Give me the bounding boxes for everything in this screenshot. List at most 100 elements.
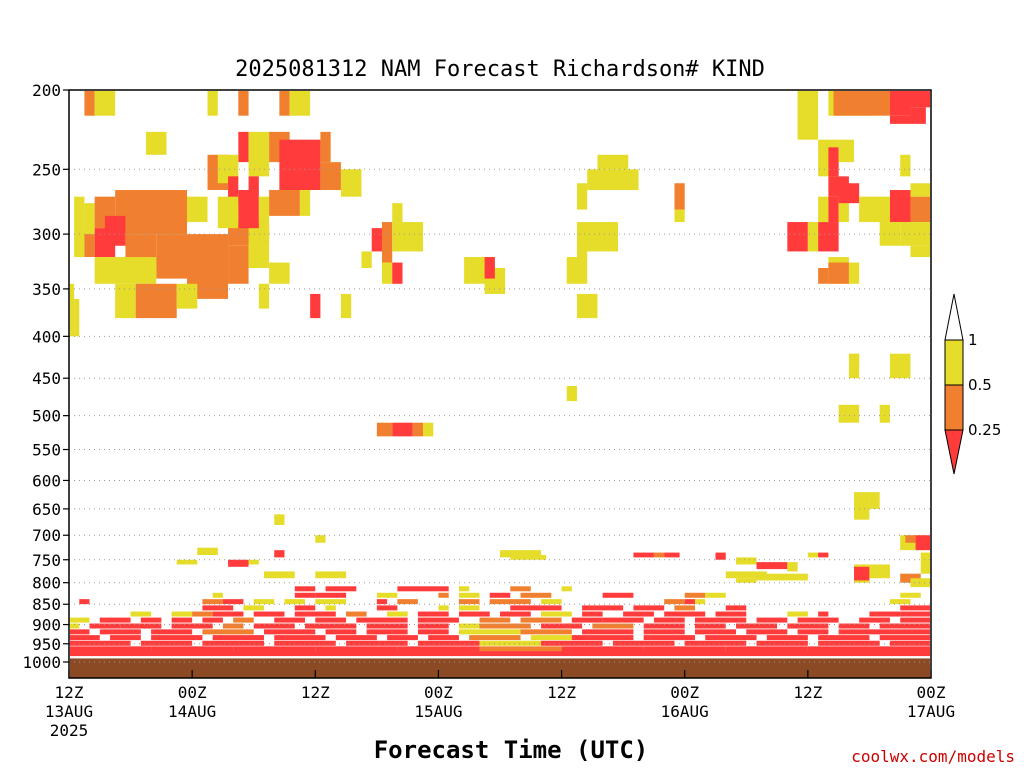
heatmap-band-segment [70, 635, 100, 641]
heatmap-cell [392, 262, 403, 284]
heatmap-band-segment [417, 611, 449, 617]
heatmap-band-segment [694, 599, 706, 605]
heatmap-cell [228, 176, 239, 204]
heatmap-band-segment [623, 611, 654, 617]
heatmap-band-segment [561, 586, 572, 592]
heatmap-band-segment [325, 605, 336, 611]
heatmap-cell [910, 107, 926, 124]
colorbar-segment [944, 384, 964, 431]
heatmap-band-segment [294, 605, 316, 611]
heatmap-cell [889, 91, 911, 116]
heatmap-band-segment [171, 617, 193, 623]
heatmap-band-segment [458, 599, 480, 605]
heatmap-band-segment [253, 599, 275, 605]
heatmap-band-segment [70, 640, 131, 646]
heatmap-band-segment [315, 599, 347, 605]
heatmap-band-segment [417, 617, 459, 623]
heatmap-cell [145, 131, 167, 155]
heatmap-band-segment [253, 611, 285, 617]
colorbar-bottom-arrow [944, 429, 964, 475]
heatmap-cell [674, 209, 685, 223]
heatmap-cell [274, 514, 285, 525]
heatmap-band-segment [520, 592, 552, 598]
heatmap-band-segment [694, 623, 726, 629]
x-tick-label: 15AUG [414, 702, 462, 721]
heatmap-band-segment [787, 611, 808, 617]
heatmap-band-segment [294, 592, 316, 598]
heatmap-cell [315, 535, 326, 543]
heatmap-band-segment [458, 592, 480, 598]
heatmap-band-segment [70, 623, 80, 629]
heatmap-cell [115, 190, 188, 235]
heatmap-band-segment [325, 586, 357, 592]
heatmap-cell [910, 91, 930, 108]
y-tick-label: 850 [32, 595, 61, 614]
heatmap-cell [756, 573, 808, 581]
heatmap-band-segment [366, 623, 408, 629]
heatmap-cell [176, 283, 198, 309]
heatmap-cell [905, 535, 916, 543]
heatmap-cell [197, 547, 218, 555]
heatmap-band-segment [582, 611, 603, 617]
heatmap-cell [269, 262, 290, 284]
heatmap-band-segment [346, 640, 408, 646]
heatmap-cell [94, 91, 116, 116]
heatmap-band-segment [130, 611, 152, 617]
heatmap-cell [900, 154, 911, 177]
heatmap-cell [238, 190, 259, 229]
heatmap-band-segment [202, 617, 223, 623]
heatmap-band-segment [274, 635, 326, 641]
heatmap-cell [854, 566, 870, 581]
heatmap-cell [725, 571, 767, 579]
heatmap-cell [889, 115, 911, 124]
heatmap-cell [228, 559, 249, 567]
heatmap-band-segment [592, 623, 634, 629]
heatmap-band-segment [561, 646, 644, 652]
y-tick-label: 450 [32, 369, 61, 388]
heatmap-band-segment [110, 635, 141, 641]
heatmap-cell [566, 257, 588, 284]
heatmap-cell [576, 222, 619, 252]
heatmap-band-segment [212, 592, 223, 598]
y-tick-label: 600 [32, 471, 61, 490]
heatmap-cell [263, 571, 295, 579]
credit-text: coolwx.com/models [851, 747, 1015, 766]
heatmap-cell [187, 196, 208, 223]
heatmap-band-segment [202, 605, 234, 611]
heatmap-band-segment [479, 623, 531, 629]
heatmap-band-segment [725, 646, 808, 652]
heatmap-band-segment [664, 611, 706, 617]
heatmap-band-segment [70, 646, 152, 652]
colorbar-label: 1 [968, 331, 978, 349]
heatmap-band-segment [346, 611, 367, 617]
heatmap-cell [736, 557, 757, 565]
heatmap-band-segment [305, 623, 357, 629]
heatmap-cell [838, 139, 855, 163]
heatmap-band-segment [818, 611, 829, 617]
heatmap-cell [376, 422, 393, 437]
heatmap-cell [340, 293, 352, 319]
y-tick-label: 700 [32, 526, 61, 545]
heatmap-band-segment [807, 646, 930, 652]
heatmap-band-segment [151, 646, 234, 652]
heatmap-band-segment [715, 611, 747, 617]
heatmap-cell [340, 169, 362, 197]
heatmap-band-segment [705, 592, 726, 598]
heatmap-band-segment [458, 629, 521, 635]
y-tick-label: 200 [32, 81, 61, 100]
heatmap-cell [715, 552, 726, 560]
heatmap-band-segment [387, 611, 408, 617]
heatmap-cell [115, 283, 136, 319]
heatmap-band-segment [387, 635, 418, 641]
heatmap-band-segment [766, 635, 808, 641]
heatmap-cell [310, 293, 321, 319]
heatmap-band-segment [653, 617, 685, 623]
heatmap-band-segment [489, 592, 511, 598]
heatmap-band-segment [571, 617, 603, 623]
x-tick-label: 12Z [55, 683, 84, 702]
heatmap-cell [279, 91, 290, 116]
heatmap-band-segment [397, 646, 480, 652]
heatmap-cell [859, 196, 890, 223]
y-tick-label: 1000 [22, 653, 61, 672]
